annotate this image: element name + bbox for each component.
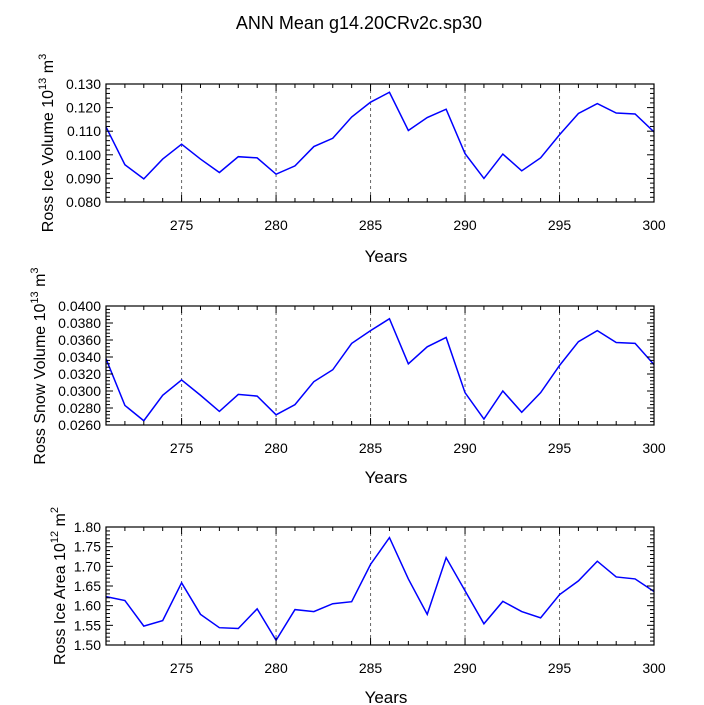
x-tick-label: 285 <box>359 217 383 233</box>
x-tick-label: 290 <box>453 440 477 456</box>
y-tick-label: 0.0280 <box>58 400 101 416</box>
y-tick-label: 0.100 <box>66 147 101 163</box>
y-axis-label-superscript: 13 <box>29 291 41 303</box>
y-tick-label: 0.0320 <box>58 366 101 382</box>
y-axis-label-superscript: 3 <box>37 54 49 60</box>
y-axis-label-superscript: 12 <box>49 531 61 543</box>
x-tick-label: 280 <box>264 440 288 456</box>
x-tick-label: 300 <box>642 440 666 456</box>
x-tick-label: 285 <box>359 660 383 676</box>
y-axis-label-text: Ross Ice Area 10 <box>52 543 69 665</box>
x-tick-label: 275 <box>170 440 194 456</box>
y-axis-label-text: Ross Snow Volume 10 <box>32 303 49 464</box>
x-tick-label: 280 <box>264 660 288 676</box>
y-tick-label: 0.130 <box>66 76 101 92</box>
chart-title: ANN Mean g14.20CRv2c.sp30 <box>236 13 482 33</box>
y-axis-label-text: m <box>32 274 49 292</box>
y-tick-label: 0.0400 <box>58 298 101 314</box>
panel-2: 0.02600.02800.03000.03200.03400.03600.03… <box>29 267 666 487</box>
y-tick-label: 1.55 <box>74 617 101 633</box>
y-tick-label: 0.110 <box>67 123 101 139</box>
y-axis-label: Ross Ice Area 1012 m2 <box>49 507 69 665</box>
y-axis-label-superscript: 3 <box>29 267 41 273</box>
x-tick-label: 275 <box>170 660 194 676</box>
y-axis-label: Ross Snow Volume 1013 m3 <box>29 267 49 464</box>
y-tick-label: 1.75 <box>74 539 101 555</box>
x-axis-label: Years <box>365 688 408 705</box>
y-tick-label: 0.0300 <box>58 383 101 399</box>
y-axis-label-superscript: 13 <box>37 78 49 90</box>
y-tick-label: 0.0380 <box>58 315 101 331</box>
x-tick-label: 285 <box>359 440 383 456</box>
x-tick-label: 290 <box>453 660 477 676</box>
x-tick-label: 295 <box>548 660 572 676</box>
x-tick-label: 290 <box>453 217 477 233</box>
plot-frame <box>105 305 655 426</box>
x-tick-label: 295 <box>548 217 572 233</box>
y-tick-label: 1.60 <box>74 598 101 614</box>
y-tick-label: 1.80 <box>74 519 101 535</box>
y-tick-label: 1.65 <box>74 578 101 594</box>
series-line <box>105 91 655 180</box>
x-tick-label: 275 <box>170 217 194 233</box>
y-tick-label: 0.120 <box>66 100 101 116</box>
x-tick-label: 280 <box>264 217 288 233</box>
y-tick-label: 1.50 <box>74 637 101 653</box>
y-tick-label: 0.090 <box>66 170 101 186</box>
y-axis-label-text: m <box>52 513 69 531</box>
x-tick-label: 300 <box>642 660 666 676</box>
y-tick-label: 0.0360 <box>58 332 101 348</box>
x-axis-label: Years <box>365 247 408 266</box>
x-tick-label: 295 <box>548 440 572 456</box>
y-axis-label: Ross Ice Volume 1013 m3 <box>37 54 57 232</box>
x-tick-label: 300 <box>642 217 666 233</box>
y-tick-label: 0.0260 <box>58 417 101 433</box>
y-tick-label: 1.70 <box>74 558 101 574</box>
y-tick-label: 0.080 <box>66 194 101 210</box>
y-axis-label-text: m <box>40 60 57 78</box>
y-axis-label-text: Ross Ice Volume 10 <box>40 90 57 232</box>
series-line <box>105 536 655 642</box>
y-axis-label-superscript: 2 <box>49 507 61 513</box>
series-line <box>105 317 655 422</box>
panel-1: 0.080 0.090 0.100 0.110 0.120 0.130 275 280 285 2… <box>37 54 666 266</box>
plot-frame <box>105 83 655 203</box>
x-axis-label: Years <box>365 468 408 487</box>
panel-3: 1.50 1.55 1.60 1.65 1.70 1.75 1.80 275 280 285 290… <box>49 507 666 705</box>
y-tick-label: 0.0340 <box>58 349 101 365</box>
